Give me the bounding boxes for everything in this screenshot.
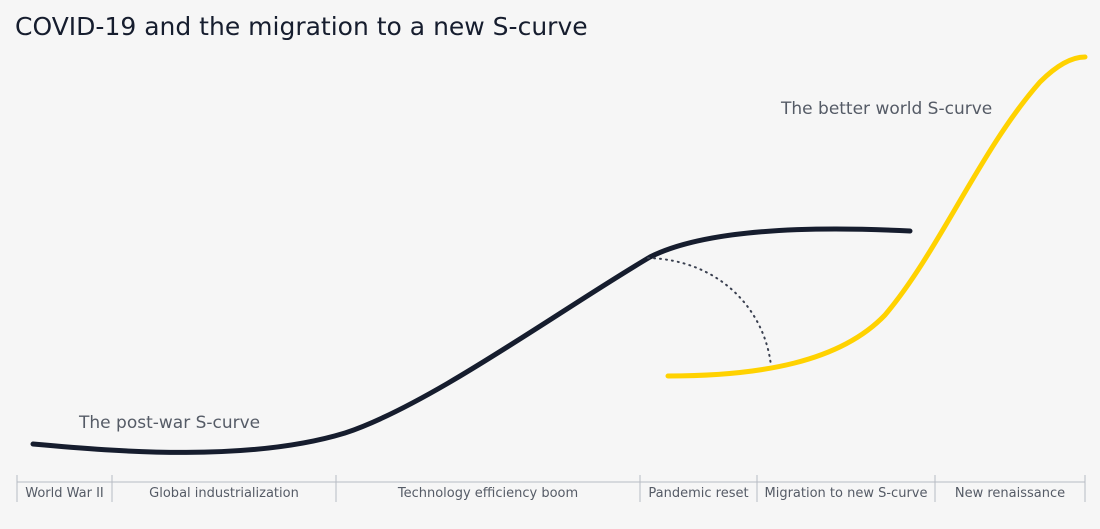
timeline-segment-migration: Migration to new S-curve (764, 486, 928, 501)
timeline-segment-world-war-ii: World War II (25, 486, 104, 501)
timeline-segment-technology-efficiency-boom: Technology efficiency boom (397, 486, 579, 501)
timeline-axis (16, 475, 1086, 502)
post-war-curve (30, 226, 913, 455)
timeline-segment-pandemic-reset: Pandemic reset (648, 486, 749, 501)
timeline-segment-global-industrialization: Global industrialization (149, 486, 299, 501)
chart-title: COVID-19 and the migration to a new S-cu… (15, 12, 588, 41)
timeline-segment-new-renaissance: New renaissance (954, 486, 1066, 501)
transition-dotted-line (647, 257, 772, 367)
post-war-curve-label: The post-war S-curve (79, 413, 261, 433)
better-world-curve-label: The better world S-curve (781, 99, 993, 119)
better-world-curve (665, 54, 1088, 379)
